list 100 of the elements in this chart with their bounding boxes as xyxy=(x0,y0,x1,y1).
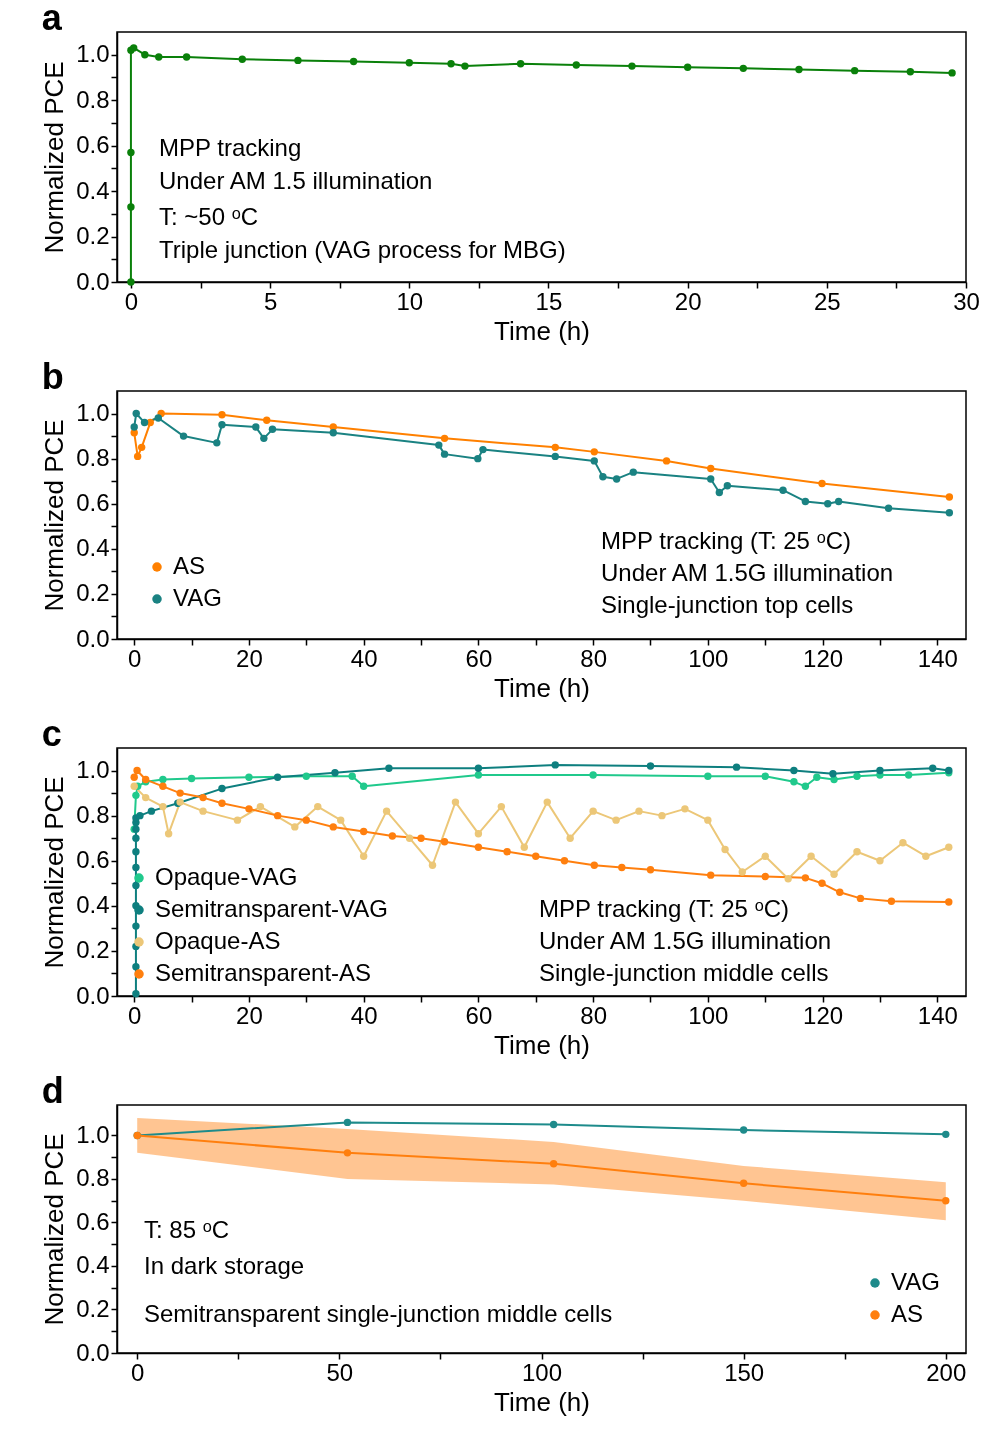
point xyxy=(238,55,246,63)
x-tick-label: 150 xyxy=(724,1358,765,1386)
point xyxy=(132,962,140,971)
point xyxy=(405,58,413,67)
point xyxy=(127,278,135,286)
point xyxy=(359,827,368,836)
point xyxy=(761,872,769,881)
point xyxy=(876,857,884,865)
point xyxy=(590,457,598,465)
point xyxy=(329,429,337,437)
point xyxy=(612,816,620,824)
point xyxy=(497,802,506,811)
point xyxy=(428,861,437,869)
x-tick-label: 5 xyxy=(263,287,278,315)
x-tick-label: 10 xyxy=(396,287,424,315)
point xyxy=(795,65,803,74)
point xyxy=(245,773,253,782)
point xyxy=(127,148,135,157)
point xyxy=(945,509,954,517)
y-tick-label: 0.6 xyxy=(76,131,110,159)
point xyxy=(551,452,559,461)
point xyxy=(853,772,861,780)
point xyxy=(382,807,391,815)
point xyxy=(830,870,838,878)
y-axis-title: Normalized PCE xyxy=(39,61,70,254)
annotation: MPP tracking (T: 25 ᵒC) xyxy=(601,527,852,554)
x-tick-label: 120 xyxy=(803,644,844,672)
point xyxy=(922,852,930,860)
point xyxy=(268,425,277,434)
point xyxy=(245,805,253,813)
point xyxy=(739,1179,748,1188)
annotation: Under AM 1.5 illumination xyxy=(159,167,433,194)
point xyxy=(801,782,810,791)
legend-label: Opaque-VAG xyxy=(155,863,298,890)
point xyxy=(761,852,769,860)
point xyxy=(252,423,260,431)
point xyxy=(599,472,607,481)
chart-title: d xyxy=(41,1070,64,1111)
y-tick-label: 0.2 xyxy=(76,579,110,607)
point xyxy=(132,848,140,856)
y-tick-label: 0.0 xyxy=(76,624,110,652)
point xyxy=(451,798,460,806)
point xyxy=(761,772,769,780)
point xyxy=(945,493,954,501)
point xyxy=(942,1130,950,1139)
point xyxy=(707,464,715,473)
point xyxy=(560,857,569,865)
point xyxy=(590,448,598,456)
point xyxy=(256,802,265,811)
x-tick-label: 40 xyxy=(350,644,378,672)
point xyxy=(447,60,455,68)
annotation: T: 85 ᵒC xyxy=(144,1216,230,1243)
annotation: Under AM 1.5G illumination xyxy=(539,927,832,954)
point xyxy=(683,63,692,71)
point xyxy=(132,791,140,800)
point xyxy=(130,782,138,791)
annotation: MPP tracking (T: 25 ᵒC) xyxy=(539,895,790,922)
point xyxy=(887,897,896,906)
x-tick-label: 100 xyxy=(521,1358,563,1386)
annotation: MPP tracking xyxy=(159,134,302,161)
x-tick-label: 0 xyxy=(128,1001,142,1029)
y-tick-label: 1.0 xyxy=(76,756,110,784)
x-tick-label: 20 xyxy=(236,1001,263,1029)
point xyxy=(359,782,368,791)
point xyxy=(159,775,167,784)
point xyxy=(130,423,138,431)
point xyxy=(681,805,689,813)
point xyxy=(302,772,311,780)
y-tick-label: 0.6 xyxy=(76,846,110,874)
point xyxy=(801,874,810,882)
point xyxy=(331,769,339,777)
point xyxy=(850,66,859,75)
point xyxy=(199,793,207,802)
point xyxy=(417,834,425,842)
point xyxy=(260,434,268,443)
annotation: Single-junction middle cells xyxy=(539,959,829,986)
point xyxy=(136,811,144,820)
y-axis-title: Normalized PCE xyxy=(39,1133,70,1326)
x-tick-label: 120 xyxy=(803,1001,844,1029)
point xyxy=(543,798,551,806)
x-tick-label: 140 xyxy=(917,1001,958,1029)
annotation: In dark storage xyxy=(144,1252,305,1279)
point xyxy=(721,845,729,854)
point xyxy=(590,861,598,869)
point xyxy=(474,829,483,838)
point xyxy=(876,766,884,775)
x-tick-label: 15 xyxy=(535,287,563,315)
point xyxy=(273,811,282,820)
point xyxy=(141,793,150,802)
point xyxy=(294,56,302,65)
legend-label: Opaque-AS xyxy=(155,927,281,954)
point xyxy=(646,762,655,770)
x-tick-label: 20 xyxy=(674,287,702,315)
point xyxy=(127,203,135,211)
point xyxy=(853,848,861,856)
point xyxy=(818,479,826,488)
point xyxy=(784,875,792,883)
x-axis-title: Time (h) xyxy=(494,672,590,703)
y-tick-label: 0.8 xyxy=(76,1164,110,1192)
x-tick-label: 60 xyxy=(465,1001,493,1029)
